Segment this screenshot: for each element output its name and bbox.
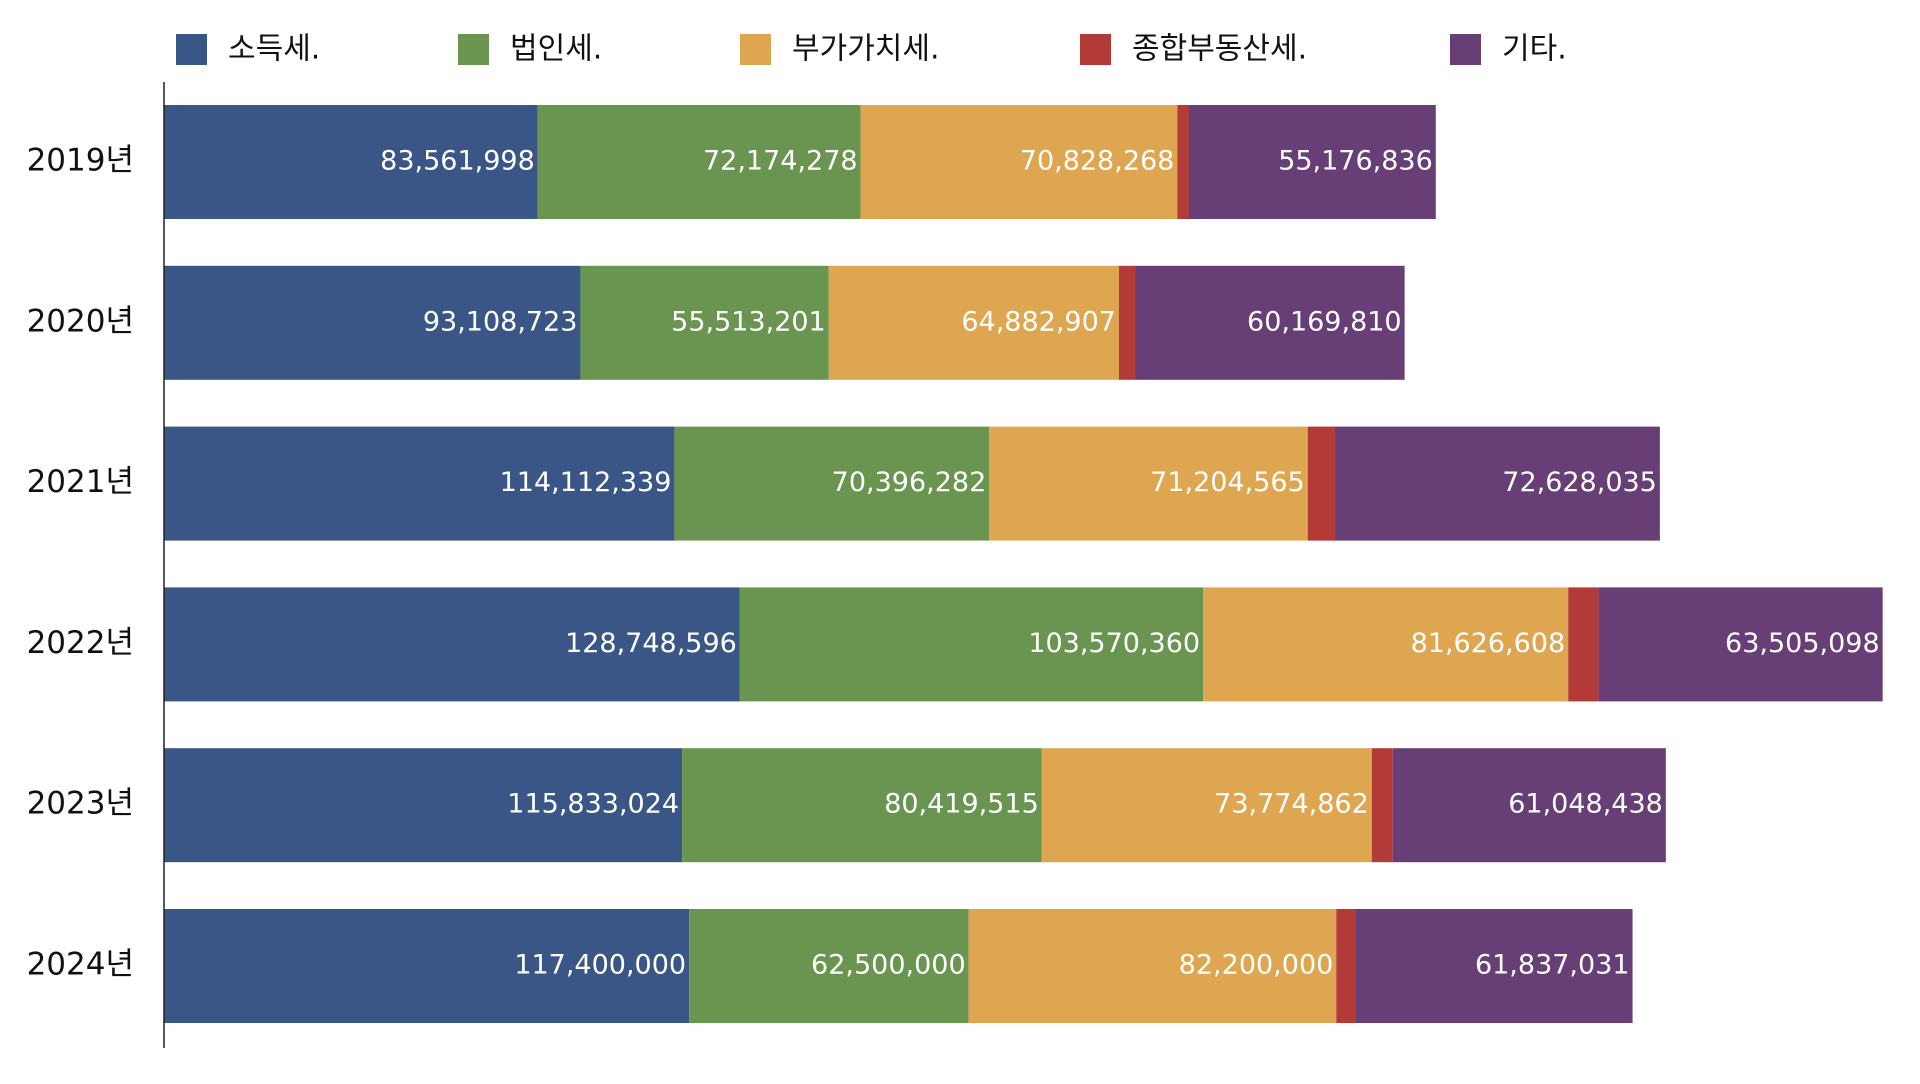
bar-segment xyxy=(164,265,581,380)
value-label: 60,169,810 xyxy=(1247,306,1402,337)
value-label: 72,174,278 xyxy=(703,146,858,177)
bar-segment xyxy=(1371,748,1393,863)
bar-segment xyxy=(828,265,1119,380)
value-label: 61,048,438 xyxy=(1508,789,1663,820)
bar-segment xyxy=(164,426,675,541)
bar-segment xyxy=(989,426,1308,541)
bar-segment xyxy=(1188,105,1436,219)
value-label: 70,828,268 xyxy=(1020,146,1175,177)
bar-segment xyxy=(537,105,861,219)
legend-swatch xyxy=(740,34,771,65)
bar-segment xyxy=(968,909,1337,1023)
value-label: 128,748,596 xyxy=(565,628,737,659)
legend-label: 부가가치세. xyxy=(792,32,940,67)
value-label: 73,774,862 xyxy=(1214,789,1369,820)
value-label: 114,112,339 xyxy=(500,467,672,498)
legend-swatch xyxy=(1080,34,1111,65)
value-label: 82,200,000 xyxy=(1179,950,1334,981)
category-label: 2020년 xyxy=(27,303,134,339)
bar-segment xyxy=(1568,587,1599,702)
bar-segment xyxy=(1598,587,1883,702)
value-label: 72,628,035 xyxy=(1502,467,1657,498)
bar-segment xyxy=(1041,748,1372,863)
value-label: 63,505,098 xyxy=(1725,628,1880,659)
bar-segment xyxy=(164,105,538,219)
bar-segment xyxy=(164,748,683,863)
value-label: 81,626,608 xyxy=(1411,628,1566,659)
value-label: 64,882,907 xyxy=(961,306,1116,337)
legend-label: 소득세. xyxy=(228,32,320,67)
bar-segment xyxy=(739,587,1204,702)
bar-segment xyxy=(1392,748,1666,863)
bar-segment xyxy=(164,587,740,702)
category-label: 2024년 xyxy=(27,947,134,983)
bar-segment xyxy=(689,909,969,1023)
legend-label: 종합부동산세. xyxy=(1132,32,1307,67)
category-label: 2021년 xyxy=(27,464,134,500)
legend-swatch xyxy=(176,34,207,65)
legend-swatch xyxy=(1450,34,1481,65)
bar-segment xyxy=(1118,265,1136,380)
value-label: 62,500,000 xyxy=(811,950,966,981)
value-label: 61,837,031 xyxy=(1475,950,1630,981)
category-label: 2023년 xyxy=(27,786,134,822)
bar-segment xyxy=(1355,909,1633,1023)
bar-segment xyxy=(1307,426,1336,541)
bar-segment xyxy=(860,105,1178,219)
bar-segment xyxy=(1335,426,1660,541)
legend: 소득세. 법인세. 부가가치세. 종합부동산세. 기타. xyxy=(176,32,1567,67)
bar-segment xyxy=(580,265,829,380)
value-label: 71,204,565 xyxy=(1150,467,1305,498)
bars xyxy=(164,105,1883,1023)
value-label: 55,513,201 xyxy=(671,306,826,337)
category-label: 2022년 xyxy=(27,625,134,661)
value-label: 55,176,836 xyxy=(1278,146,1433,177)
category-labels: 2019년 2020년 2021년 2022년 2023년 2024년 xyxy=(27,143,134,983)
bar-segment xyxy=(1135,265,1405,380)
category-label: 2019년 xyxy=(27,143,134,179)
bar-segment xyxy=(1203,587,1569,702)
value-label: 83,561,998 xyxy=(380,146,535,177)
value-label: 117,400,000 xyxy=(514,950,686,981)
bar-segment xyxy=(1177,105,1189,219)
value-label: 115,833,024 xyxy=(507,789,679,820)
legend-swatch xyxy=(458,34,489,65)
legend-label: 법인세. xyxy=(510,32,602,67)
value-labels: 83,561,998 72,174,278 70,828,268 55,176,836… xyxy=(380,146,1879,981)
bar-segment xyxy=(674,426,990,541)
value-label: 70,396,282 xyxy=(832,467,987,498)
bar-segment xyxy=(1336,909,1356,1023)
bar-segment xyxy=(164,909,690,1023)
bar-segment xyxy=(682,748,1042,863)
value-label: 93,108,723 xyxy=(423,306,578,337)
value-label: 103,570,360 xyxy=(1028,628,1200,659)
legend-label: 기타. xyxy=(1502,32,1567,67)
value-label: 80,419,515 xyxy=(884,789,1039,820)
